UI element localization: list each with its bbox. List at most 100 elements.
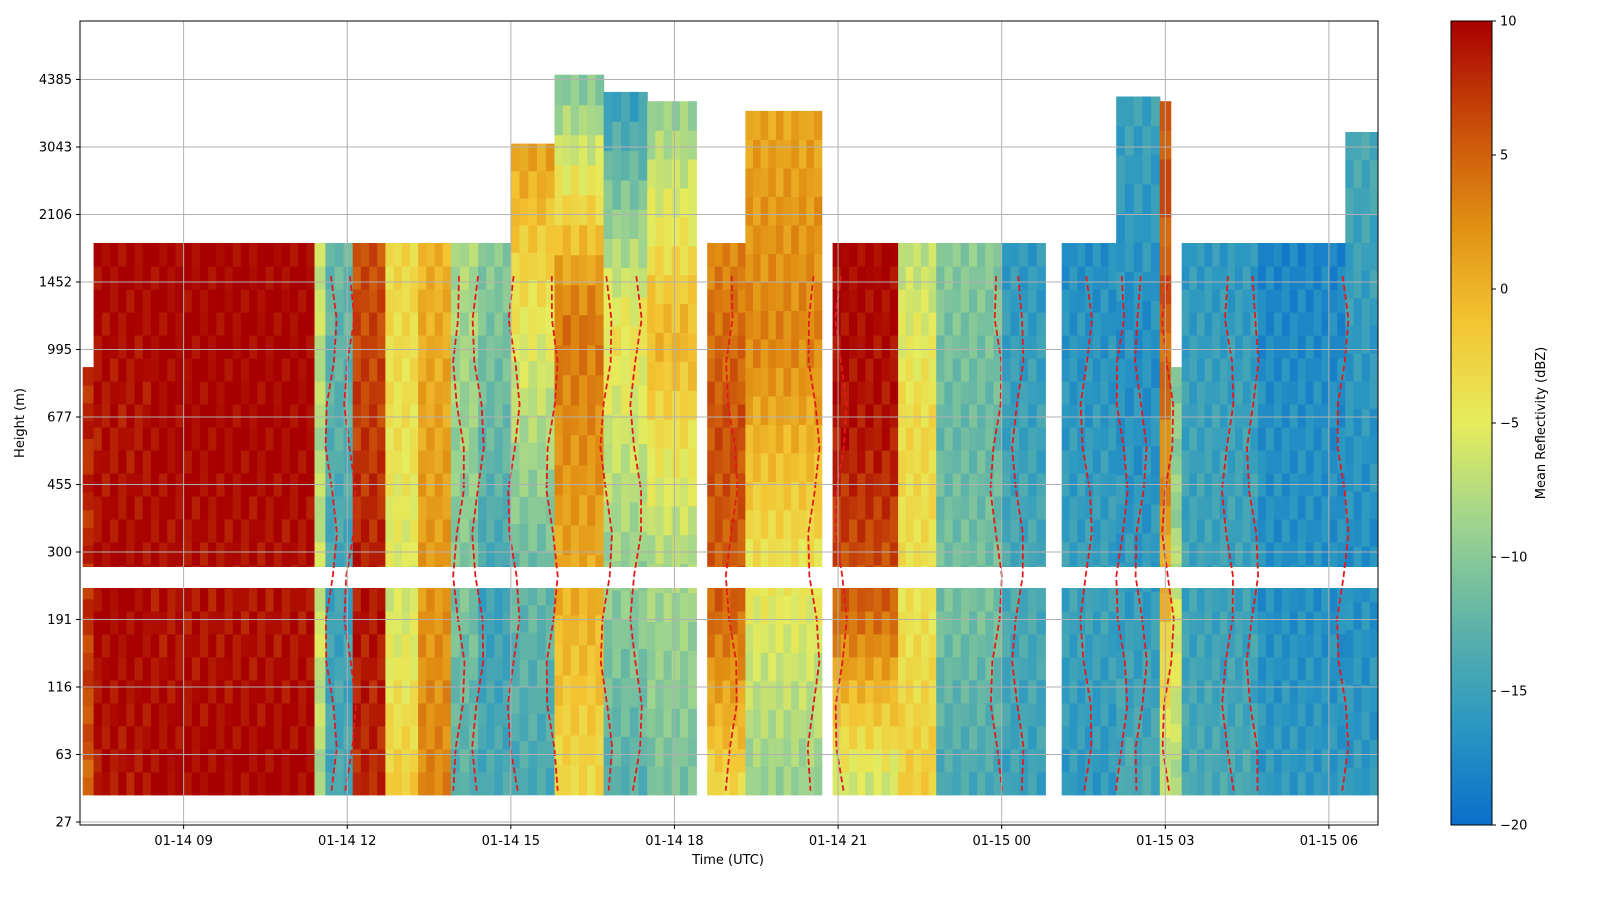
heatmap-cell (655, 592, 665, 622)
heatmap-cell (1258, 403, 1267, 428)
heatmap-cell (1036, 243, 1046, 267)
heatmap-cell (325, 403, 336, 428)
heatmap-cell (314, 289, 326, 313)
heatmap-cell (265, 587, 275, 612)
heatmap-cell (921, 771, 930, 796)
heatmap-cell (325, 610, 336, 635)
heatmap-cell (1124, 736, 1135, 767)
heatmap-cell (528, 414, 538, 443)
heatmap-cell (889, 541, 899, 566)
heatmap-cell (1181, 426, 1190, 451)
heatmap-cell (519, 550, 529, 579)
heatmap-cell (849, 587, 858, 612)
heatmap-cell (314, 633, 326, 658)
heatmap-cell (806, 110, 815, 140)
heatmap-cell (873, 748, 883, 773)
heatmap-cell (663, 679, 673, 709)
heatmap-cell (1369, 739, 1378, 768)
heatmap-cell (873, 541, 883, 566)
heatmap-cell (510, 523, 521, 552)
heatmap-cell (82, 670, 95, 689)
heatmap-cell (486, 358, 496, 382)
heatmap-cell (913, 587, 922, 612)
heatmap-cell (1116, 678, 1126, 709)
heatmap-cell (1227, 518, 1236, 543)
heatmap-cell (134, 312, 144, 336)
heatmap-cell (1124, 707, 1135, 738)
heatmap-cell (1077, 610, 1086, 635)
heatmap-cell (1204, 656, 1213, 681)
heatmap-cell (1345, 352, 1355, 382)
heatmap-cell (1170, 545, 1183, 564)
heatmap-cell (1265, 243, 1275, 267)
heatmap-cell (494, 725, 504, 750)
heatmap-cell (753, 395, 762, 425)
heatmap-cell (1235, 610, 1244, 635)
heatmap-cell (1219, 449, 1228, 474)
heatmap-cell (1258, 725, 1267, 750)
heatmap-cell (730, 541, 739, 566)
heatmap-cell (410, 403, 419, 428)
heatmap-cell (647, 621, 656, 651)
heatmap-cell (1001, 243, 1011, 267)
heatmap-cell (486, 518, 496, 543)
heatmap-cell (1077, 702, 1086, 727)
heatmap-cell (1092, 449, 1102, 474)
heatmap-cell (1124, 271, 1135, 301)
heatmap-cell (134, 449, 144, 474)
heatmap-cell (1092, 656, 1102, 681)
heatmap-cell (1061, 725, 1071, 750)
heatmap-cell (1196, 266, 1206, 290)
heatmap-cell (814, 538, 823, 568)
heatmap-cell (240, 748, 250, 773)
heatmap-cell (960, 335, 970, 359)
heatmap-cell (554, 434, 564, 466)
heatmap-cell (791, 110, 800, 140)
heatmap-cell (1337, 610, 1346, 635)
heatmap-cell (93, 702, 103, 727)
heatmap-cell (1235, 266, 1244, 290)
heatmap-cell (183, 403, 193, 428)
heatmap-cell (325, 426, 336, 451)
heatmap-cell (1010, 656, 1020, 681)
heatmap-cell (343, 312, 354, 336)
heatmap-cell (928, 610, 937, 635)
heatmap-cell (110, 771, 119, 796)
heatmap-cell (1181, 725, 1190, 750)
heatmap-cell (688, 737, 697, 767)
heatmap-cell (426, 679, 436, 704)
heatmap-cell (714, 289, 723, 313)
heatmap-cell (629, 326, 639, 357)
heatmap-cell (1019, 312, 1029, 336)
heatmap-cell (745, 281, 754, 311)
heatmap-cell (1108, 449, 1117, 474)
heatmap-cell (426, 771, 436, 796)
heatmap-cell (486, 495, 496, 520)
heatmap-cell (1085, 771, 1094, 796)
heatmap-cell (249, 702, 258, 727)
heatmap-cell (1212, 541, 1221, 566)
heatmap-cell (1353, 518, 1363, 547)
heatmap-cell (265, 679, 275, 704)
heatmap-cell (587, 404, 596, 436)
heatmap-cell (647, 187, 656, 218)
heatmap-cell (401, 289, 411, 313)
heatmap-cell (977, 725, 986, 750)
heatmap-cell (224, 243, 234, 267)
heatmap-cell (603, 736, 613, 767)
heatmap-cell (325, 725, 336, 750)
heatmap-cell (832, 587, 842, 612)
heatmap-cell (775, 766, 785, 796)
heatmap-cell (1289, 312, 1299, 336)
heatmap-cell (737, 541, 746, 566)
heatmap-cell (714, 449, 723, 474)
heatmap-cell (134, 610, 144, 635)
heatmap-cell (688, 187, 697, 218)
heatmap-cell (273, 541, 283, 566)
heatmap-cell (1212, 587, 1221, 612)
heatmap-cell (191, 702, 201, 727)
heatmap-cell (1361, 546, 1371, 575)
heatmap-cell (434, 243, 444, 267)
heatmap-cell (249, 403, 258, 428)
heatmap-cell (273, 380, 283, 405)
